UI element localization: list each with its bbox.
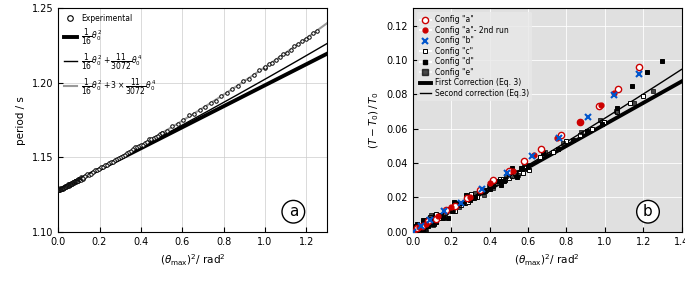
Experimental: [77, 176, 86, 179]
Text: b: b: [643, 204, 653, 219]
Legend: Experimental, $\dfrac{1}{16}\theta_0^{\,2}$, $\dfrac{1}{16}\theta_0^{\,2}+\dfrac: Experimental, $\dfrac{1}{16}\theta_0^{\,…: [62, 12, 158, 98]
Experimental: [54, 188, 62, 192]
Y-axis label: $(T-T_0)\,/\,T_0$: $(T-T_0)\,/\,T_0$: [367, 91, 381, 149]
Y-axis label: period / s: period / s: [16, 96, 26, 144]
Experimental: [312, 29, 321, 32]
Experimental: [54, 189, 62, 192]
Experimental: [261, 65, 269, 69]
Text: a: a: [288, 204, 298, 219]
Experimental: [298, 40, 306, 43]
Experimental: [212, 99, 220, 102]
Legend: Config "a", Config "a"- 2nd run, Config "b", Config "c", Config "d", Config "e",: Config "a", Config "a"- 2nd run, Config …: [416, 12, 532, 101]
Experimental: [256, 69, 264, 72]
X-axis label: $(\theta_{\max})^2$/ rad$^2$: $(\theta_{\max})^2$/ rad$^2$: [514, 252, 580, 268]
Line: Experimental: Experimental: [56, 29, 319, 192]
Experimental: [136, 144, 144, 148]
X-axis label: $(\theta_{\max})^2$/ rad$^2$: $(\theta_{\max})^2$/ rad$^2$: [160, 252, 225, 268]
